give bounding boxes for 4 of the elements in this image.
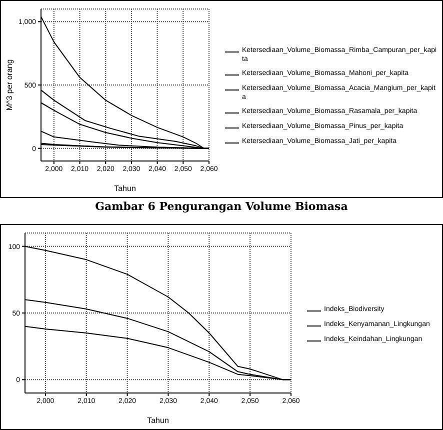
x-axis-title: Tahun	[114, 184, 136, 193]
y-axis-title: M^3 per orang	[4, 59, 14, 111]
text: Gambar 6 Pengurangan Volume Biomasa	[94, 200, 349, 213]
x-axis-title: Tahun	[147, 416, 169, 425]
